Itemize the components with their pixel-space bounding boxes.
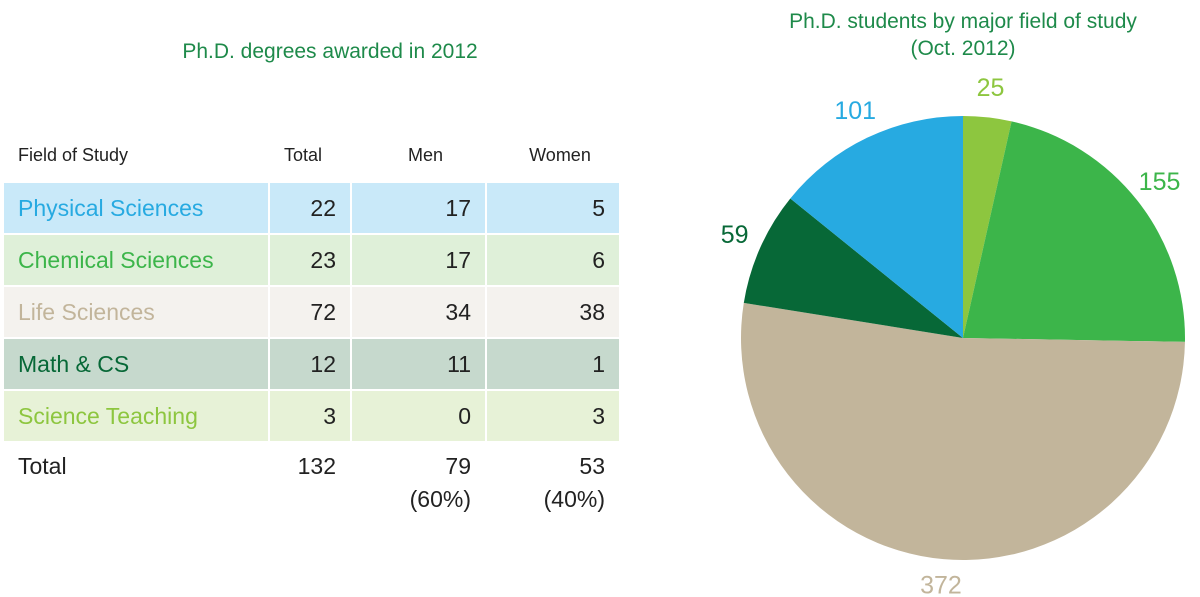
pie-slice — [741, 302, 1185, 560]
row-label: Math & CS — [4, 339, 268, 389]
row-label: Science Teaching — [4, 391, 268, 441]
cell-value: 17 — [352, 235, 485, 285]
column-header: Men — [407, 145, 443, 165]
table-title: Ph.D. degrees awarded in 2012 — [182, 40, 478, 63]
total-label: Total — [18, 453, 67, 479]
cell-value: 1 — [487, 339, 619, 389]
total-men: 79 — [445, 453, 471, 479]
cell-value: 22 — [270, 183, 350, 233]
cell-value: 12 — [270, 339, 350, 389]
pie-slice — [790, 116, 963, 338]
cell-value: 34 — [352, 287, 485, 337]
cell-value: 3 — [487, 391, 619, 441]
chart-title: Ph.D. students by major field of study — [789, 10, 1137, 33]
cell-value: 38 — [487, 287, 619, 337]
cell-value: 3 — [270, 391, 350, 441]
pie-slice — [963, 121, 1185, 342]
column-header: Field of Study — [18, 145, 129, 165]
chart-subtitle: (Oct. 2012) — [910, 37, 1015, 60]
slice-label: 101 — [834, 97, 876, 125]
column-header: Women — [529, 145, 591, 165]
cell-value: 17 — [352, 183, 485, 233]
total-women: 53 — [579, 453, 605, 479]
total-share: (60%) — [409, 486, 471, 512]
slice-label: 59 — [721, 221, 749, 249]
pie-slice — [963, 116, 1012, 338]
row-label: Chemical Sciences — [4, 235, 268, 285]
table: Ph.D. degrees awarded in 2012 Field of S… — [4, 40, 619, 512]
cell-value: 0 — [352, 391, 485, 441]
pie-chart: Ph.D. students by major field of study (… — [721, 10, 1185, 597]
row-label: Life Sciences — [4, 287, 268, 337]
column-header: Total — [283, 145, 323, 165]
cell-value: 11 — [352, 339, 485, 389]
cell-value: 5 — [487, 183, 619, 233]
cell-value: 23 — [270, 235, 350, 285]
total-total: 132 — [297, 453, 336, 479]
slice-label: 372 — [920, 572, 962, 597]
slice-label: 25 — [977, 74, 1005, 102]
cell-value: 6 — [487, 235, 619, 285]
cell-value: 72 — [270, 287, 350, 337]
total-share: (40%) — [543, 486, 605, 512]
pie-slice — [743, 198, 963, 338]
row-label: Physical Sciences — [4, 183, 268, 233]
slice-label: 155 — [1139, 168, 1181, 196]
